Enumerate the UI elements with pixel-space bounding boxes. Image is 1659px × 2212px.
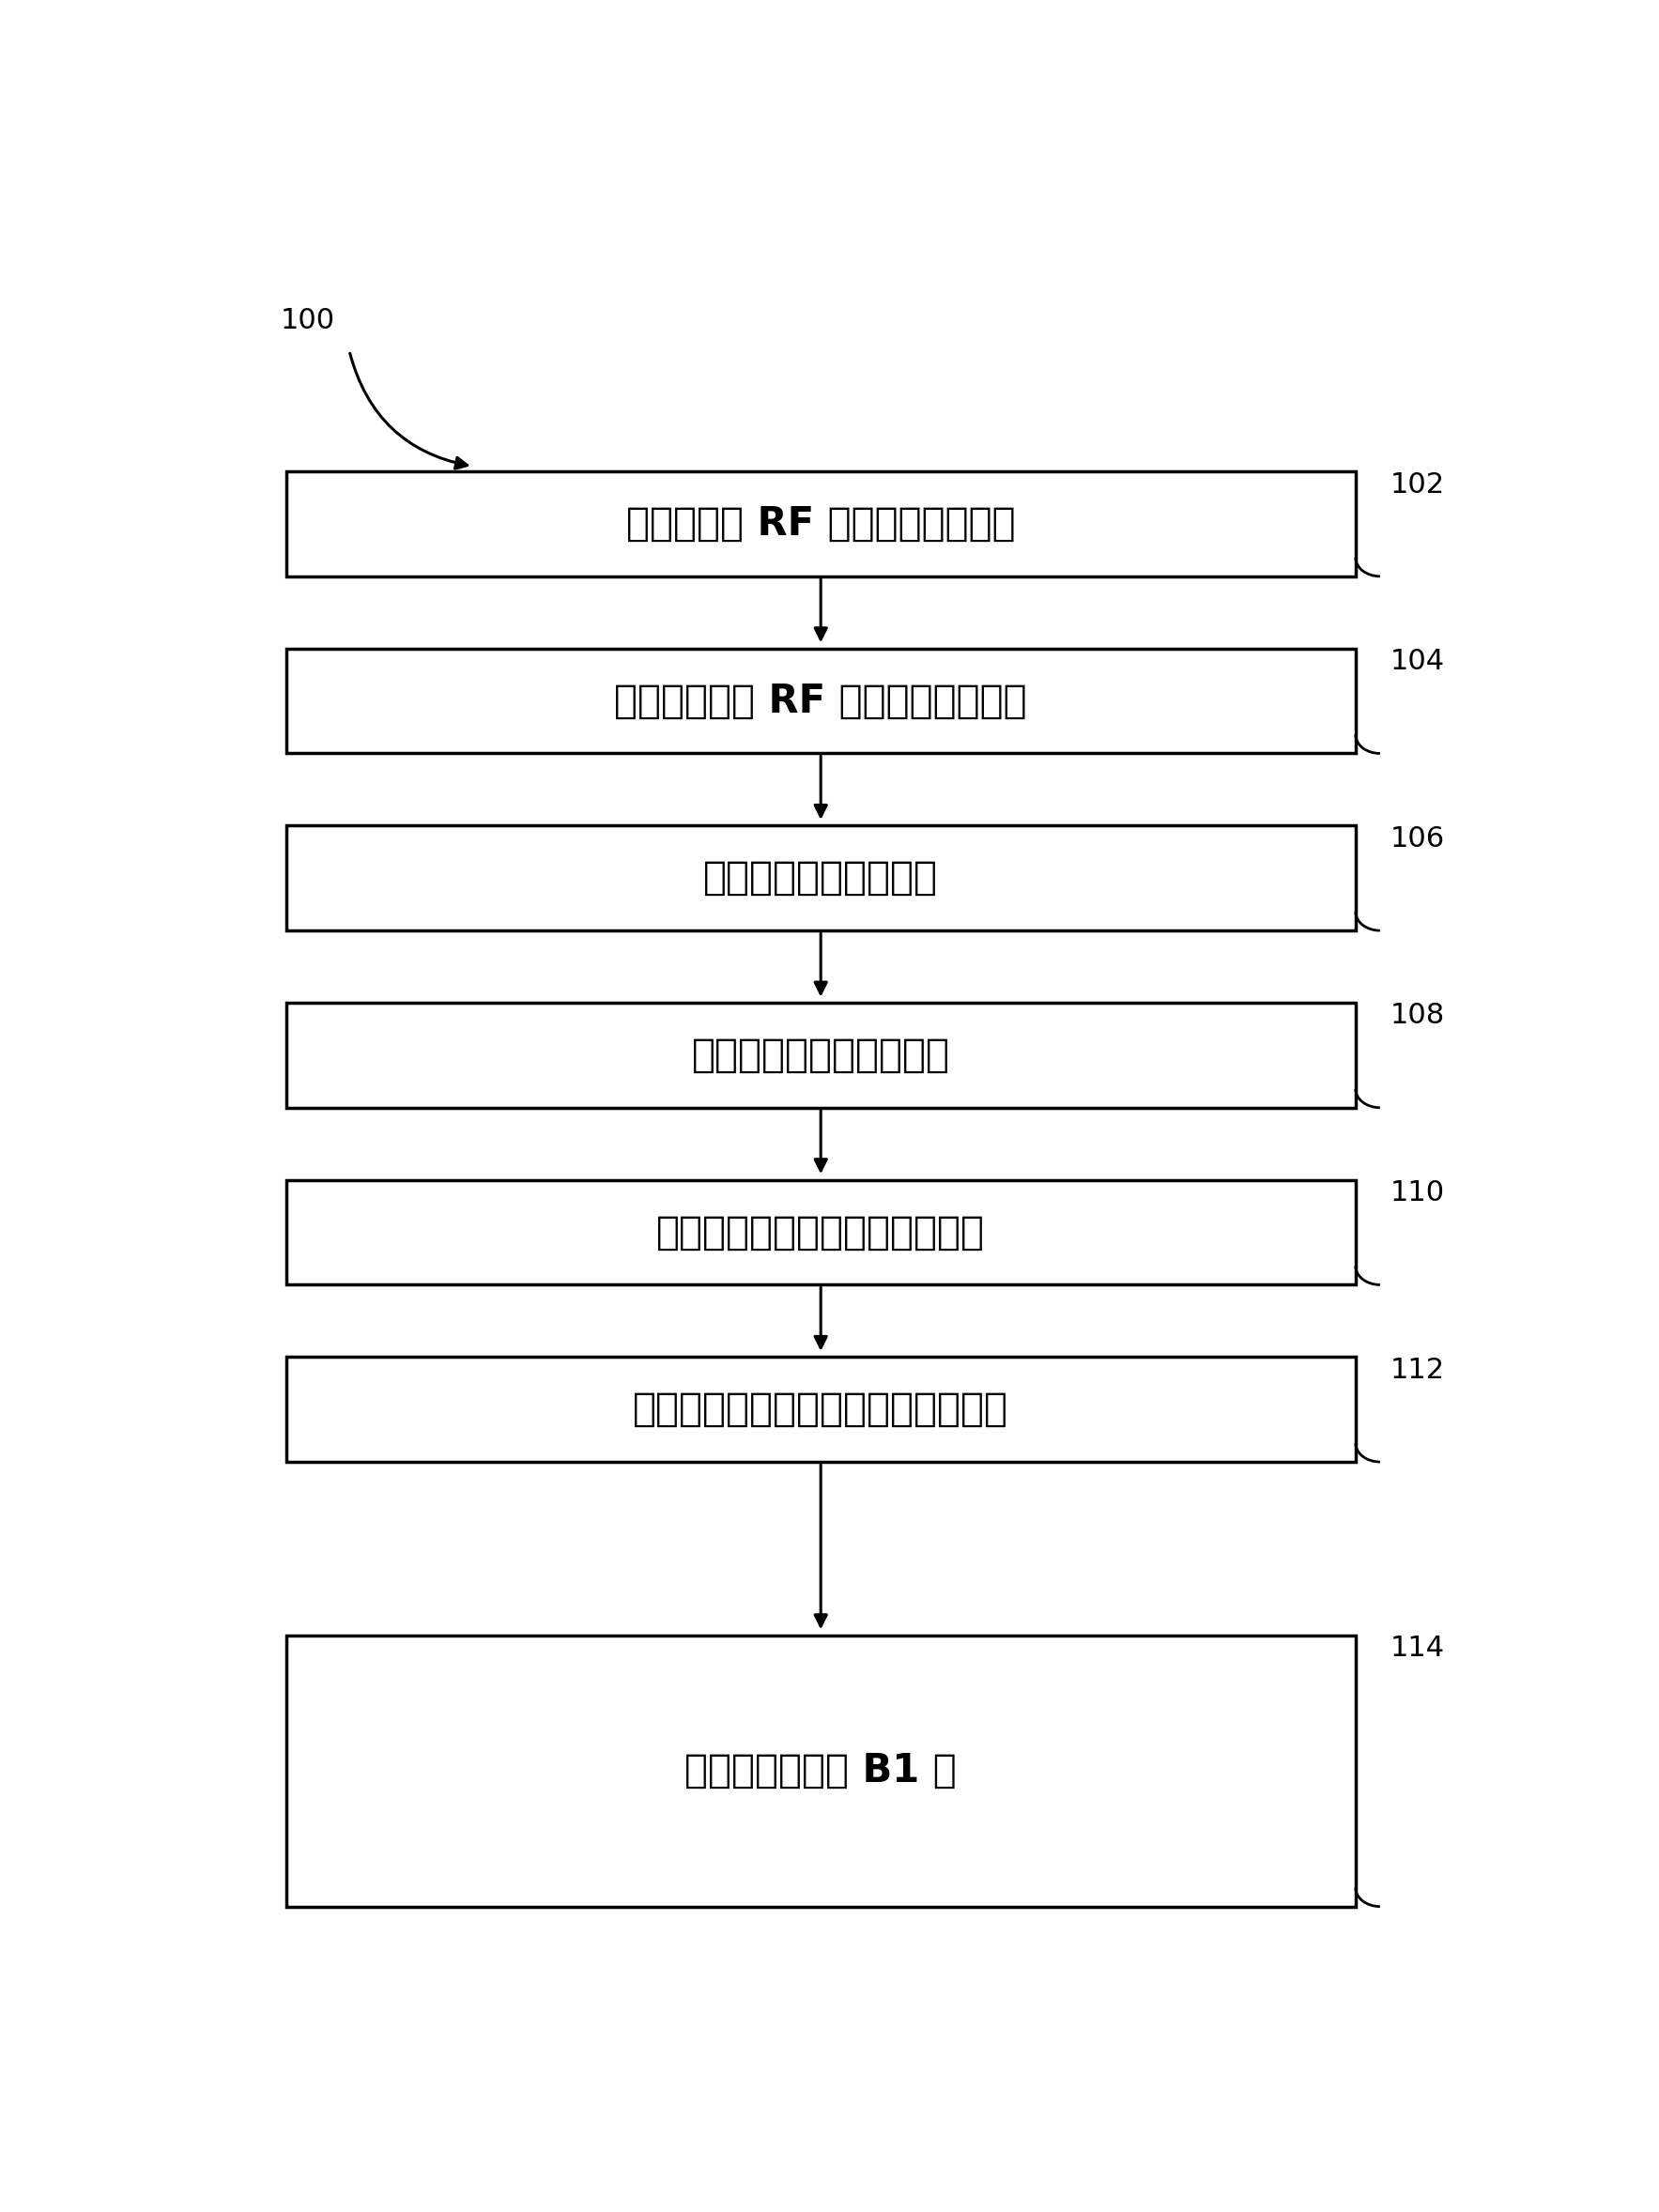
Text: 114: 114 (1390, 1635, 1445, 1661)
Text: 110: 110 (1390, 1179, 1445, 1206)
Text: 基于相移来确定 B1 场: 基于相移来确定 B1 场 (685, 1752, 957, 1792)
FancyBboxPatch shape (285, 825, 1355, 931)
Text: 采集经参考扫描生成的第二信号: 采集经参考扫描生成的第二信号 (657, 1212, 985, 1252)
FancyBboxPatch shape (285, 1635, 1355, 1907)
FancyBboxPatch shape (285, 471, 1355, 577)
Text: 将第一共振 RF 脉冲应用到多个核: 将第一共振 RF 脉冲应用到多个核 (625, 504, 1015, 544)
Text: 将参考扫描应用到多个核: 将参考扫描应用到多个核 (692, 1035, 951, 1075)
Text: 102: 102 (1390, 471, 1445, 498)
Text: 100: 100 (280, 307, 335, 334)
FancyBboxPatch shape (285, 1358, 1355, 1462)
FancyBboxPatch shape (285, 1179, 1355, 1285)
Text: 基于第一信号和第二信号来确定相移: 基于第一信号和第二信号来确定相移 (634, 1389, 1009, 1429)
Text: 112: 112 (1390, 1356, 1445, 1385)
Text: 108: 108 (1390, 1002, 1445, 1029)
FancyBboxPatch shape (285, 1002, 1355, 1108)
FancyBboxPatch shape (285, 648, 1355, 754)
Text: 104: 104 (1390, 648, 1445, 675)
Text: 从多个核采集第一信号: 从多个核采集第一信号 (703, 858, 937, 898)
Text: 106: 106 (1390, 825, 1445, 852)
Text: 将第一非共振 RF 脉冲应用到多个核: 将第一非共振 RF 脉冲应用到多个核 (614, 681, 1027, 721)
